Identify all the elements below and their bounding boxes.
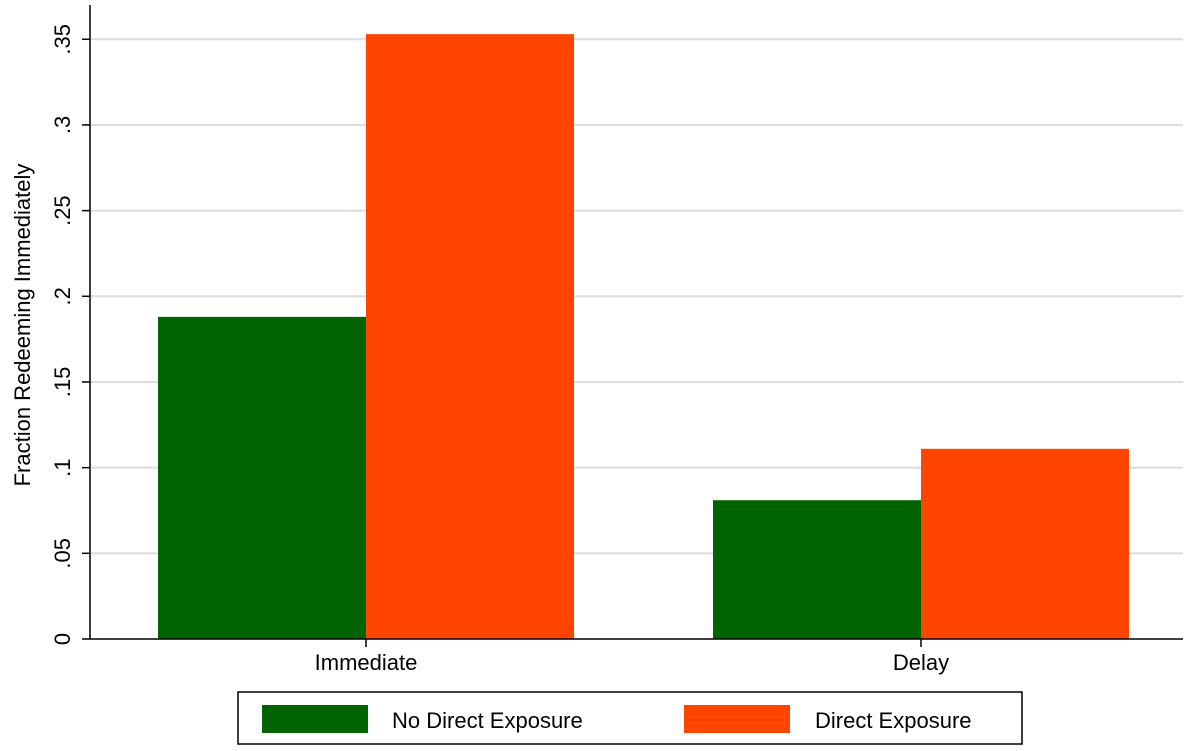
bar-immediate-direct-exposure: [366, 34, 574, 639]
y-tick-label: .15: [50, 367, 75, 398]
y-tick-label: .3: [50, 116, 75, 134]
bars: [158, 34, 1129, 639]
y-tick-label: .25: [50, 195, 75, 226]
y-tick-label: 0: [50, 633, 75, 645]
x-tick-label: Delay: [893, 650, 949, 675]
x-tick-label: Immediate: [315, 650, 418, 675]
legend-swatch: [262, 705, 368, 733]
y-tick-label: .05: [50, 538, 75, 569]
legend-box: [237, 691, 1023, 745]
legend-label: Direct Exposure: [815, 708, 972, 733]
bar-delay-no-direct-exposure: [713, 500, 921, 639]
y-axis-label: Fraction Redeeming Immediately: [10, 164, 35, 487]
legend-label: No Direct Exposure: [392, 708, 583, 733]
bar-delay-direct-exposure: [921, 448, 1129, 639]
y-tick-label: .1: [50, 458, 75, 476]
axes: 0 .05 .1 .15 .2 .25 .3 .35 Immediate Delay: [50, 5, 1183, 675]
legend-swatch: [684, 705, 790, 733]
y-tick-label: .35: [50, 24, 75, 55]
legend: No Direct Exposure Direct Exposure: [237, 691, 1023, 745]
bar-immediate-no-direct-exposure: [158, 316, 366, 639]
y-tick-label: .2: [50, 287, 75, 305]
